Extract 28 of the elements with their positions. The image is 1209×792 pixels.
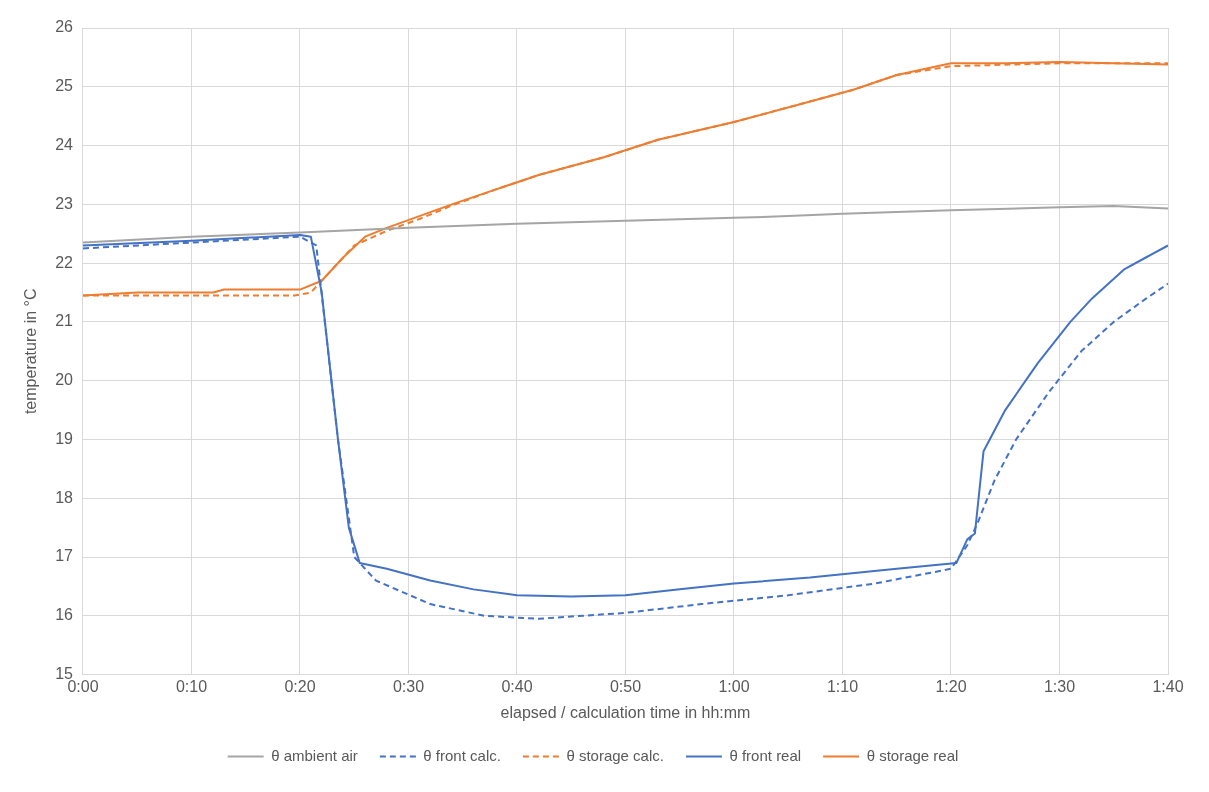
y-tick-label: 18 (55, 488, 74, 506)
x-tick-label: 1:20 (935, 677, 967, 695)
y-tick-label: 17 (55, 547, 74, 565)
y-tick-label: 24 (55, 135, 74, 153)
legend-label: θ storage real (866, 746, 959, 764)
y-tick-label: 19 (55, 429, 74, 447)
legend-label: θ front real (729, 746, 802, 764)
y-tick-label: 25 (55, 77, 74, 95)
y-tick-label: 26 (55, 18, 74, 36)
y-axis-title: temperature in °C (22, 288, 40, 415)
legend-label: θ front calc. (423, 746, 501, 764)
y-tick-label: 20 (55, 371, 74, 389)
x-tick-label: 0:40 (501, 677, 533, 695)
x-tick-label: 1:10 (826, 677, 859, 695)
y-tick-label: 23 (55, 194, 74, 212)
y-tick-label: 16 (55, 606, 74, 624)
x-tick-label: 1:30 (1043, 677, 1076, 695)
x-tick-label: 0:20 (284, 677, 316, 695)
y-tick-label: 22 (55, 253, 74, 271)
x-tick-label: 0:30 (392, 677, 425, 695)
x-tick-label: 0:10 (175, 677, 208, 695)
legend-label: θ storage calc. (566, 746, 664, 764)
y-tick-label: 21 (55, 312, 74, 330)
x-tick-label: 1:00 (718, 677, 750, 695)
x-tick-label: 0:50 (609, 677, 642, 695)
x-axis-title: elapsed / calculation time in hh:mm (500, 703, 751, 721)
x-tick-label: 1:40 (1152, 677, 1184, 695)
legend-label: θ ambient air (271, 746, 358, 764)
